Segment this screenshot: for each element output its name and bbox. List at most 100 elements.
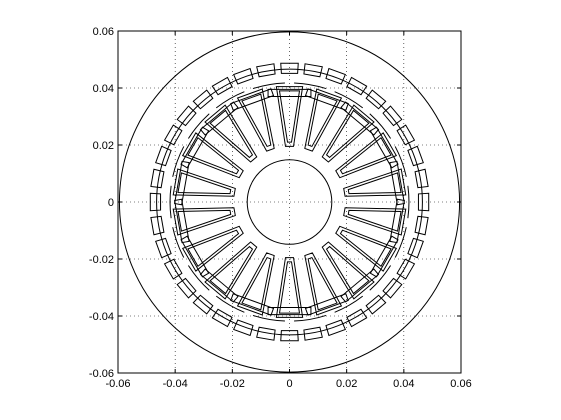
rotor-pole-arc (394, 227, 407, 258)
stator-slot (407, 237, 424, 259)
y-tick-label: 0.02 (93, 140, 114, 152)
rotor-bar-inner (278, 261, 301, 314)
rotor-bar (343, 168, 407, 197)
stator-slot (256, 63, 276, 78)
rotor-bar-end (199, 101, 239, 136)
rotor-bar (204, 241, 258, 300)
rotor-pole-arc (369, 113, 392, 139)
rotor-bar-inner (307, 93, 338, 148)
stator-slot (325, 319, 347, 337)
rotor-bar-inner (177, 209, 232, 232)
rotor-bar-inner (347, 209, 402, 232)
rotor-bar-inner (177, 172, 232, 195)
x-tick-label: -0.04 (163, 378, 188, 390)
rotor-pole-arc (172, 146, 185, 177)
x-tick-label: 0.06 (450, 378, 471, 390)
rotor-pole-arc (215, 295, 245, 313)
stator-slot (256, 326, 276, 341)
rotor-bar-inner (325, 109, 370, 159)
rotor-bar (236, 88, 275, 152)
rotor-bar-end (340, 101, 380, 136)
stator-slot (382, 105, 403, 127)
rotor-bar-end (230, 293, 275, 316)
rotor-bar-end (369, 126, 399, 169)
y-tick-label: 0.06 (93, 26, 114, 38)
stator-slot (346, 76, 368, 96)
rotor-pole-arc (407, 185, 410, 219)
y-axis: 0.06 0.04 0.02 0 -0.02 -0.04 -0.06 (89, 26, 461, 380)
grid-lines (118, 31, 461, 373)
rotor-bar-end (174, 160, 190, 206)
rotor-pole-arc (172, 227, 185, 258)
stator-slot (346, 308, 368, 328)
rotor-bar-inner (241, 256, 272, 311)
rotor-bar (304, 252, 343, 316)
rotor-pole-arc (394, 146, 407, 177)
stator-slot (232, 67, 254, 85)
stator-slot (407, 145, 424, 167)
rotor-bar-inner (187, 137, 240, 175)
stator-slot (396, 124, 416, 146)
stator-slot (176, 105, 197, 127)
rotor-bar-end (304, 88, 349, 111)
stator-slot (414, 215, 429, 236)
rotor-bar-inner (325, 245, 370, 295)
rotor-pole-arc (252, 82, 285, 90)
rotor-bar-inner (187, 229, 240, 267)
rotor-bar-end (230, 88, 275, 111)
rotor-bar-inner (339, 137, 392, 175)
stator-slot (325, 67, 347, 85)
rotor-bar-end (389, 160, 405, 206)
rotor-pole-arc (334, 91, 364, 109)
x-tick-label: 0 (286, 378, 292, 390)
rotor-bar-end (267, 88, 312, 98)
rotor-pole-arc (294, 82, 327, 90)
rotor-bar-inner (339, 229, 392, 267)
rotor-bar-end (389, 198, 405, 244)
plot-area (118, 31, 461, 373)
x-tick-label: 0.02 (336, 378, 357, 390)
rotor-pole-arc (294, 314, 327, 322)
stator-slot (211, 76, 233, 96)
y-tick-label: -0.06 (89, 368, 114, 380)
rotor-bar (321, 241, 375, 300)
rotor-bar-inner (347, 172, 402, 195)
rotor-bar (335, 132, 398, 179)
stator-slot (280, 330, 299, 342)
stator-slot (303, 63, 323, 78)
rotor-bar (181, 225, 244, 272)
rotor-bar (204, 104, 258, 163)
stator-slot (365, 89, 387, 110)
rotor-bar-inner (278, 90, 301, 143)
stator-slot (155, 237, 172, 259)
stator-inner-circle (156, 68, 423, 336)
stator-slot (163, 258, 183, 280)
rotor-pole-arc (187, 113, 210, 139)
rotor-bar-inner (241, 93, 272, 148)
rotor-bar-end (369, 235, 399, 278)
shaft-circle (246, 159, 333, 245)
rotor-bar-end (340, 268, 380, 303)
rotor-bar (172, 168, 236, 197)
rotor-bar (236, 252, 275, 316)
x-tick-label: -0.02 (220, 378, 245, 390)
rotor-pole-arc (169, 185, 172, 219)
stator-slot (155, 145, 172, 167)
rotor-bar (172, 207, 236, 236)
rotor-bar (275, 257, 304, 318)
stator-slot (150, 215, 165, 236)
stator-slot (232, 319, 254, 337)
x-axis: -0.06 -0.04 -0.02 0 0.02 0.04 0.06 (105, 31, 472, 390)
rotor-bar-end (199, 268, 239, 303)
rotor-pole-arc (187, 265, 210, 291)
stator-slot (303, 326, 323, 341)
rotor-bar (321, 104, 375, 163)
rotor-bar-inner (307, 256, 338, 311)
rotor-bar (335, 225, 398, 272)
stator-slot (417, 192, 430, 212)
stator-slot (192, 294, 214, 315)
x-tick-label: 0.04 (393, 378, 414, 390)
rotor-bar-end (180, 126, 210, 169)
rotor-bar (181, 132, 244, 179)
